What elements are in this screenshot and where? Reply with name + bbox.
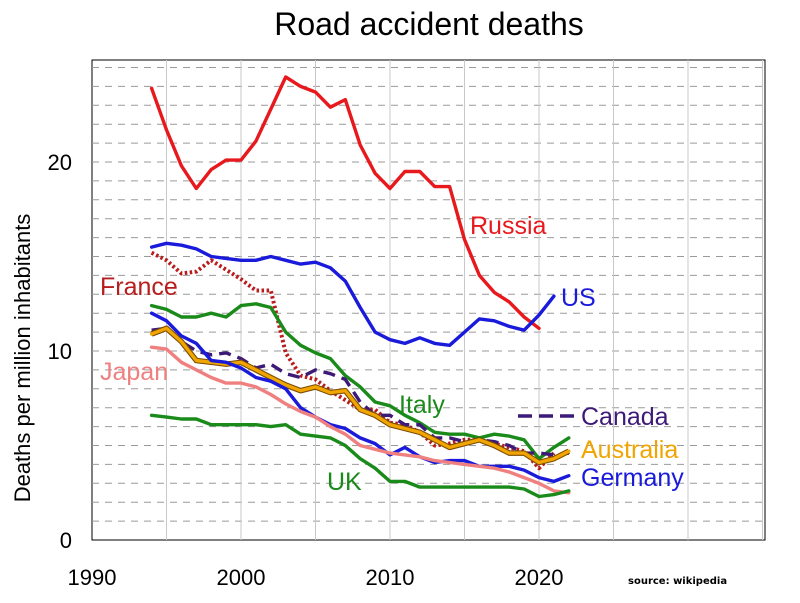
chart-title: Road accident deaths (274, 6, 584, 42)
series-line-australia (149, 326, 571, 465)
y-tick-label: 20 (48, 150, 72, 175)
series-line-uk (149, 413, 571, 499)
y-tick-label: 0 (60, 528, 72, 553)
series-line-france (150, 250, 556, 471)
series-label-russia: Russia (470, 212, 547, 240)
series-label-canada: Canada (581, 403, 669, 431)
y-tick-label: 10 (48, 339, 72, 364)
series-line-germany (149, 311, 571, 484)
series-line-australia-outline (150, 325, 571, 466)
series-line-japan (149, 345, 571, 495)
series-label-japan: Japan (100, 358, 168, 386)
series-label-germany: Germany (581, 464, 684, 492)
x-tick-label: 2020 (515, 565, 564, 590)
series-line-canada (151, 326, 570, 457)
x-tick-label: 1990 (68, 565, 117, 590)
x-tick-label: 2010 (366, 565, 415, 590)
series-line-us (149, 241, 556, 347)
plot-frame (91, 59, 766, 541)
source-note: source: wikipedia (628, 576, 728, 587)
series-label-italy: Italy (399, 391, 445, 419)
series-line-russia (149, 75, 541, 330)
series-label-uk: UK (327, 468, 362, 496)
x-tick-label: 2000 (217, 565, 266, 590)
series-label-us: US (561, 284, 596, 312)
y-axis-label: Deaths per million inhabitants (10, 214, 35, 503)
series-line-italy (149, 302, 571, 461)
series-label-france: France (100, 273, 178, 301)
series-label-australia: Australia (581, 436, 678, 464)
